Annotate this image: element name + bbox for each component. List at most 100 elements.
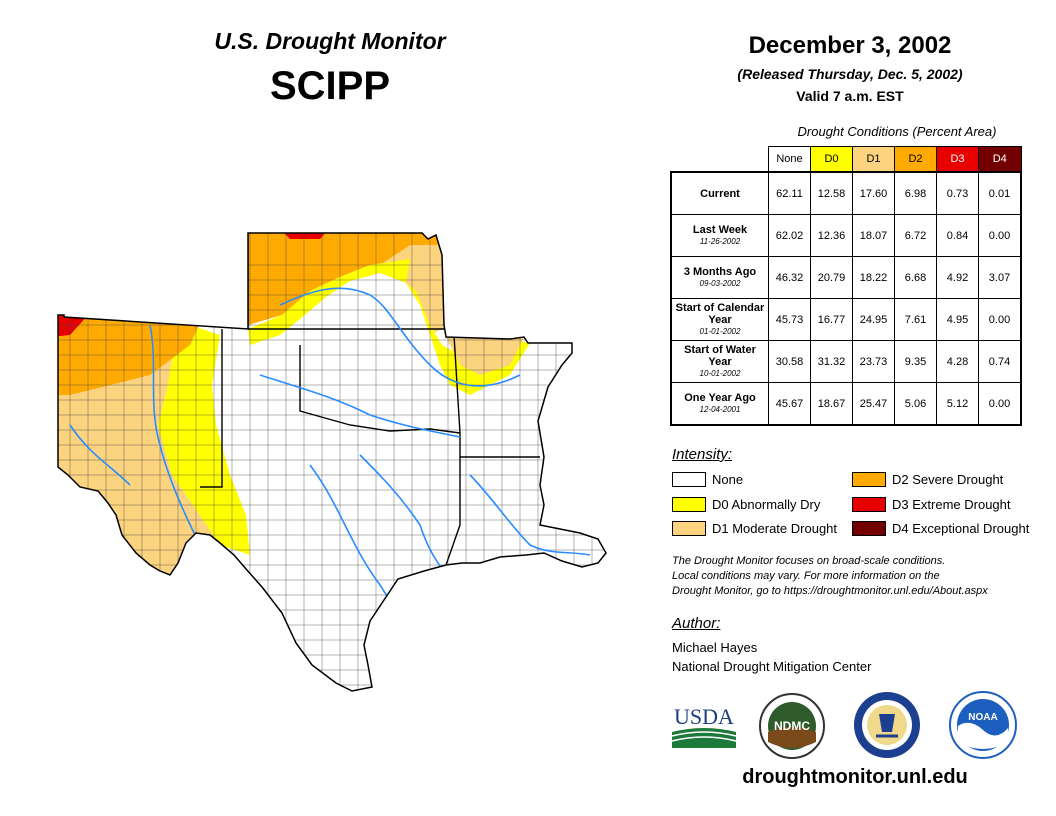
row-label: Start of Water Year 10-01-2002 bbox=[670, 340, 769, 383]
table-cell: 62.02 bbox=[768, 214, 811, 257]
table-corner bbox=[671, 147, 769, 173]
column-header: D3 bbox=[936, 146, 979, 173]
row-date: 10-01-2002 bbox=[699, 368, 741, 378]
table-cell: 4.28 bbox=[936, 340, 979, 383]
column-header: D2 bbox=[894, 146, 937, 173]
table-cell: 0.84 bbox=[936, 214, 979, 257]
column-header: D0 bbox=[810, 146, 853, 173]
table-cell: 6.98 bbox=[894, 171, 937, 215]
table-cell: 0.00 bbox=[978, 298, 1022, 341]
table-cell: 25.47 bbox=[852, 382, 895, 426]
table-cell: 5.12 bbox=[936, 382, 979, 426]
table-cell: 12.58 bbox=[810, 171, 853, 215]
legend-label: D0 Abnormally Dry bbox=[712, 496, 821, 512]
table-cell: 0.73 bbox=[936, 171, 979, 215]
legend-item: D4 Exceptional Drought bbox=[852, 519, 1029, 537]
row-label: One Year Ago 12-04-2001 bbox=[670, 382, 769, 426]
column-header: D1 bbox=[852, 146, 895, 173]
table-cell: 9.35 bbox=[894, 340, 937, 383]
note-line: Drought Monitor, go to https://droughtmo… bbox=[672, 585, 988, 597]
table-cell: 0.00 bbox=[978, 214, 1022, 257]
table-cell: 46.32 bbox=[768, 256, 811, 299]
commerce-seal-icon bbox=[854, 692, 920, 758]
drought-conditions-table: None D0 D1 D2 D3 D4 Current 62.11 12.58 17.… bbox=[670, 146, 1022, 426]
table-cell: 45.67 bbox=[768, 382, 811, 426]
table-cell: 4.92 bbox=[936, 256, 979, 299]
row-label: 3 Months Ago 09-03-2002 bbox=[670, 256, 769, 299]
note-line: The Drought Monitor focuses on broad-sca… bbox=[672, 555, 946, 567]
table-cell: 4.95 bbox=[936, 298, 979, 341]
table-cell: 45.73 bbox=[768, 298, 811, 341]
table-row: Start of Calendar Year 01-01-2002 45.73 16.… bbox=[670, 298, 1022, 341]
table-cell: 12.36 bbox=[810, 214, 853, 257]
legend-item: D0 Abnormally Dry bbox=[672, 495, 820, 513]
table-cell: 7.61 bbox=[894, 298, 937, 341]
table-cell: 17.60 bbox=[852, 171, 895, 215]
legend-label: D3 Extreme Drought bbox=[892, 496, 1011, 512]
row-date: 11-26-2002 bbox=[699, 236, 741, 246]
table-row: Start of Water Year 10-01-2002 30.58 31.32 2… bbox=[670, 340, 1022, 383]
legend-item: D3 Extreme Drought bbox=[852, 495, 1011, 513]
disclaimer-note: The Drought Monitor focuses on broad-sca… bbox=[672, 554, 1052, 599]
website-url[interactable]: droughtmonitor.unl.edu bbox=[742, 766, 968, 788]
table-cell: 18.07 bbox=[852, 214, 895, 257]
table-cell: 31.32 bbox=[810, 340, 853, 383]
column-header: None bbox=[768, 146, 811, 173]
legend-item: None bbox=[672, 470, 743, 488]
legend-swatch bbox=[852, 471, 886, 487]
table-cell: 6.72 bbox=[894, 214, 937, 257]
legend-swatch bbox=[672, 520, 706, 536]
ndmc-logo-icon: NDMC bbox=[759, 693, 825, 759]
legend-swatch bbox=[672, 496, 706, 512]
author-name: Michael Hayes bbox=[672, 640, 758, 655]
legend-swatch bbox=[672, 471, 706, 487]
table-row: Last Week 11-26-2002 62.02 12.36 18.07 6.72 0.… bbox=[670, 214, 1022, 257]
legend-label: None bbox=[712, 471, 744, 487]
legend-label: D1 Moderate Drought bbox=[712, 520, 838, 536]
legend-title: Intensity: bbox=[672, 446, 733, 463]
author-heading: Author: bbox=[672, 615, 721, 632]
drought-map bbox=[57, 232, 607, 692]
table-row: One Year Ago 12-04-2001 45.67 18.67 25.47 5.0… bbox=[670, 382, 1022, 426]
author-block: Michael Hayes National Drought Mitigatio… bbox=[672, 638, 871, 676]
valid-time: Valid 7 a.m. EST bbox=[796, 88, 904, 104]
row-date: 12-04-2001 bbox=[699, 404, 741, 414]
legend-label: D4 Exceptional Drought bbox=[892, 520, 1030, 536]
ndmc-logo-text: NDMC bbox=[774, 719, 810, 733]
row-label-text: Last Week bbox=[692, 223, 748, 236]
table-cell: 18.22 bbox=[852, 256, 895, 299]
legend-item: D1 Moderate Drought bbox=[672, 519, 837, 537]
table-header-row: None D0 D1 D2 D3 D4 bbox=[671, 146, 1022, 173]
table-cell: 5.06 bbox=[894, 382, 937, 426]
table-row: Current 62.11 12.58 17.60 6.98 0.73 0.01 bbox=[670, 171, 1022, 215]
row-label-text: One Year Ago bbox=[684, 391, 756, 404]
map-date: December 3, 2002 bbox=[748, 32, 952, 59]
table-cell: 6.68 bbox=[894, 256, 937, 299]
row-date: 01-01-2002 bbox=[699, 326, 741, 336]
row-label-text: Start of Water Year bbox=[684, 343, 756, 368]
row-label: Last Week 11-26-2002 bbox=[670, 214, 769, 257]
row-date: 09-03-2002 bbox=[699, 278, 741, 288]
usda-logo-text: USDA bbox=[674, 704, 734, 729]
table-cell: 23.73 bbox=[852, 340, 895, 383]
table-cell: 0.74 bbox=[978, 340, 1022, 383]
noaa-logo-text: NOAA bbox=[968, 712, 997, 723]
region-title: SCIPP bbox=[269, 64, 391, 108]
row-label-text: Start of Calendar Year bbox=[675, 301, 765, 326]
table-caption: Drought Conditions (Percent Area) bbox=[797, 124, 997, 139]
column-header: D4 bbox=[978, 146, 1022, 173]
release-date: (Released Thursday, Dec. 5, 2002) bbox=[737, 66, 963, 82]
table-cell: 20.79 bbox=[810, 256, 853, 299]
table-cell: 0.01 bbox=[978, 171, 1022, 215]
table-row: 3 Months Ago 09-03-2002 46.32 20.79 18.22 6.6… bbox=[670, 256, 1022, 299]
table-cell: 16.77 bbox=[810, 298, 853, 341]
row-label-text: Current bbox=[700, 187, 740, 200]
row-label: Start of Calendar Year 01-01-2002 bbox=[670, 298, 769, 341]
legend-swatch bbox=[852, 520, 886, 536]
table-cell: 30.58 bbox=[768, 340, 811, 383]
table-cell: 18.67 bbox=[810, 382, 853, 426]
row-label: Current bbox=[670, 171, 769, 215]
table-cell: 62.11 bbox=[768, 171, 811, 215]
usda-logo-icon: USDA bbox=[671, 704, 737, 748]
table-cell: 3.07 bbox=[978, 256, 1022, 299]
